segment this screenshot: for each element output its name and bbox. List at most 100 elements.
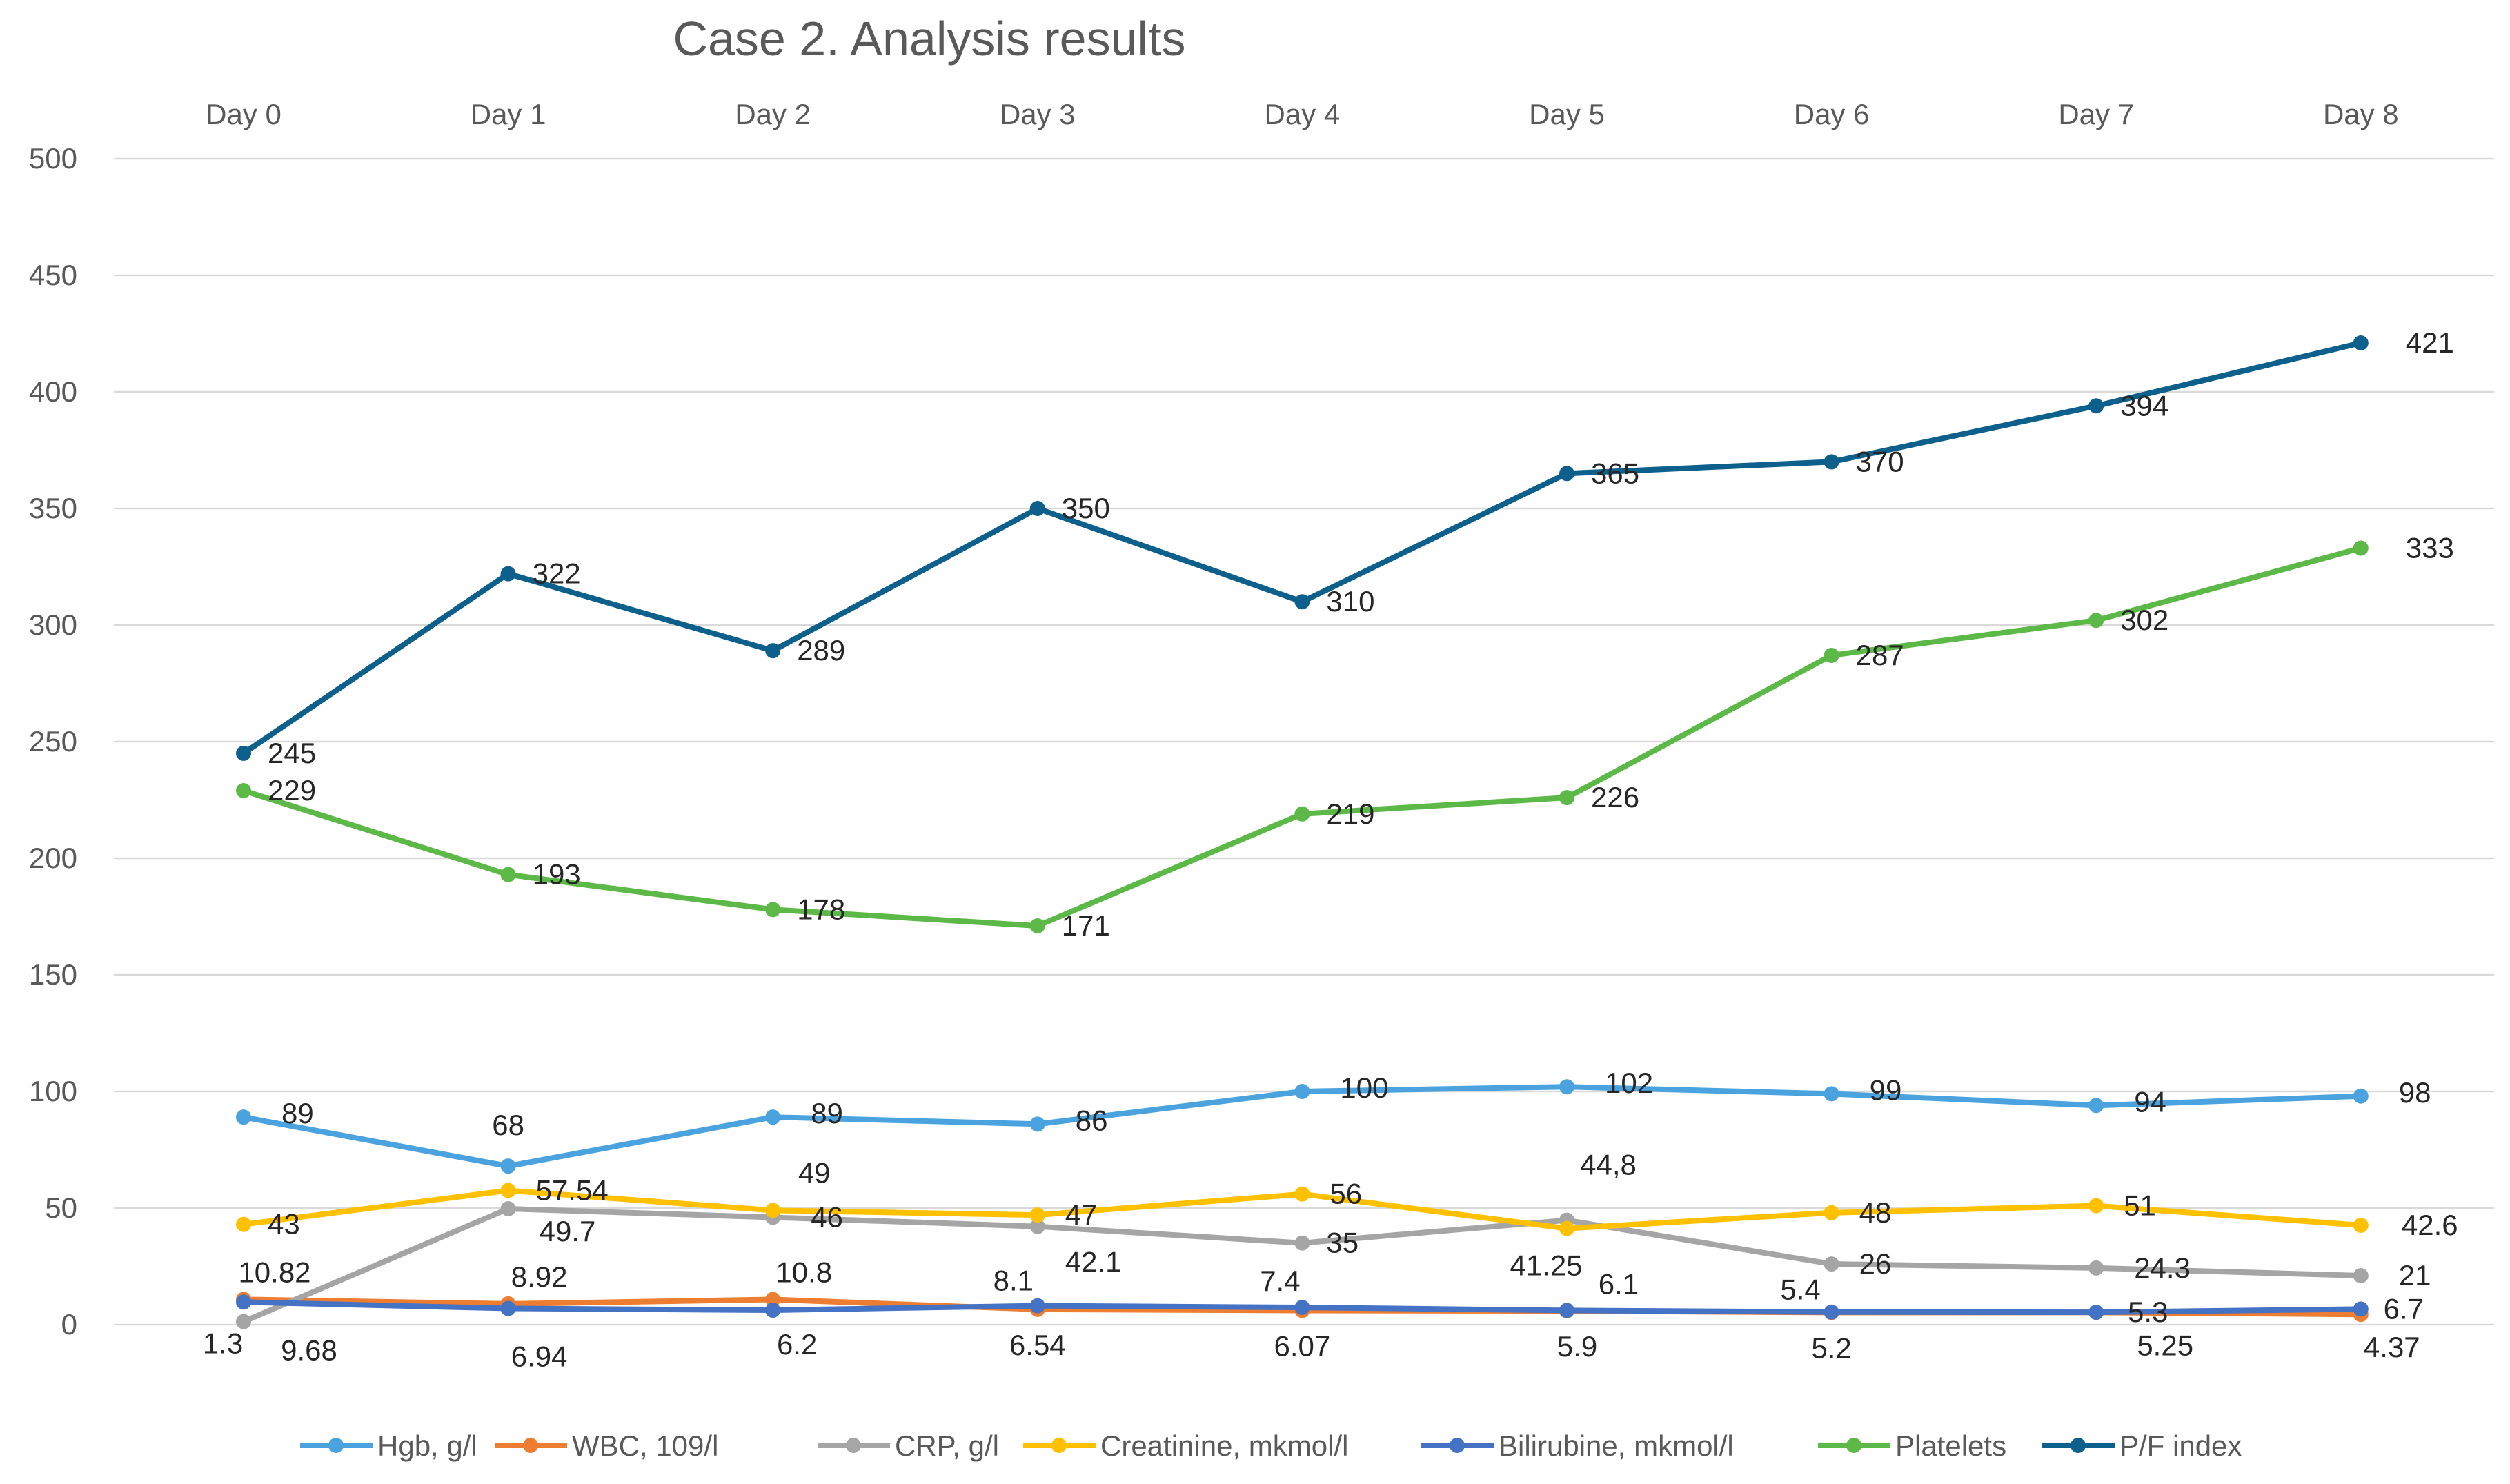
data-label: 370 [1856, 445, 1904, 477]
legend-label: CRP, g/l [895, 1429, 999, 1462]
data-label: 9.68 [281, 1334, 337, 1366]
series-lines [236, 335, 2369, 1329]
data-label: 51 [2124, 1189, 2156, 1222]
data-point [1029, 1218, 1045, 1234]
data-label: 289 [797, 634, 845, 666]
data-label: 421 [2406, 326, 2454, 359]
x-tick-label: Day 7 [2058, 98, 2134, 130]
data-label: 6.94 [511, 1340, 568, 1373]
data-point [1029, 1116, 1045, 1132]
series-2 [236, 1201, 2369, 1329]
data-label: 94 [2134, 1085, 2166, 1118]
data-point [765, 1292, 781, 1307]
data-labels: 89 68 89 86 100 102 99 94 98 10.82 8.92 10.8 6.54 6.0… [203, 326, 2458, 1373]
data-label: 229 [268, 774, 316, 807]
legend-marker [523, 1438, 538, 1453]
x-tick-label: Day 1 [471, 98, 546, 130]
legend-marker [846, 1438, 861, 1453]
data-label: 4.37 [2364, 1331, 2420, 1363]
data-label: 10.8 [775, 1256, 832, 1288]
data-point [500, 1300, 516, 1316]
data-point [1294, 594, 1310, 610]
data-point [2353, 335, 2369, 351]
data-label: 310 [1326, 585, 1374, 617]
series-6 [236, 335, 2369, 761]
data-label: 89 [281, 1097, 314, 1129]
legend-item: Platelets [1818, 1429, 2006, 1462]
data-point [1029, 501, 1045, 516]
data-label: 226 [1591, 781, 1639, 813]
data-label: 394 [2120, 389, 2168, 422]
data-label: 1.3 [203, 1327, 243, 1360]
y-tick-label: 450 [29, 259, 77, 291]
y-tick-label: 500 [29, 142, 77, 175]
data-point [1294, 1235, 1310, 1251]
data-point [236, 782, 251, 798]
data-point [500, 1201, 516, 1217]
legend-marker [1051, 1438, 1067, 1453]
data-label: 5.25 [2137, 1329, 2193, 1361]
data-label: 322 [533, 557, 581, 590]
legend-item: Hgb, g/l [300, 1429, 477, 1462]
data-point [2088, 398, 2104, 414]
data-label: 48 [1859, 1196, 1892, 1229]
data-label: 219 [1326, 798, 1374, 830]
data-label: 44,8 [1580, 1149, 1637, 1181]
x-tick-label: Day 6 [1794, 98, 1870, 130]
data-point [2088, 1198, 2104, 1214]
legend-marker [2071, 1438, 2086, 1453]
data-label: 49 [798, 1156, 831, 1189]
data-label: 6.2 [777, 1328, 817, 1361]
x-tick-label: Day 0 [206, 98, 281, 130]
chart-title: Case 2. Analysis results [673, 12, 1185, 66]
data-point [1824, 1086, 1839, 1102]
data-label: 5.9 [1557, 1330, 1597, 1363]
data-label: 41.25 [1510, 1249, 1582, 1282]
x-tick-label: Day 2 [735, 98, 811, 130]
legend-label: WBC, 109/l [572, 1429, 718, 1462]
data-label: 43 [268, 1208, 300, 1240]
x-tick-label: Day 8 [2323, 98, 2399, 130]
data-point [500, 1183, 516, 1198]
data-label: 24.3 [2134, 1251, 2191, 1284]
data-label: 49.7 [540, 1215, 596, 1247]
series-0 [236, 1079, 2369, 1174]
legend-item: P/F index [2042, 1429, 2242, 1462]
data-point [2088, 1098, 2104, 1114]
data-point [765, 1303, 781, 1318]
data-point [1824, 1256, 1839, 1272]
y-tick-label: 150 [29, 958, 77, 991]
data-label: 5.4 [1780, 1274, 1820, 1306]
y-tick-label: 400 [29, 375, 77, 408]
legend-marker [1846, 1438, 1861, 1453]
data-label: 100 [1340, 1071, 1388, 1104]
data-label: 21 [2399, 1259, 2431, 1292]
data-label: 5.3 [2128, 1296, 2168, 1328]
data-point [2353, 1301, 2369, 1317]
data-label: 171 [1062, 909, 1110, 942]
data-point [1294, 1299, 1310, 1315]
data-point [2353, 1218, 2369, 1234]
data-point [1559, 790, 1574, 806]
data-point [765, 1203, 781, 1218]
y-tick-label: 250 [29, 725, 77, 758]
legend-item: CRP, g/l [818, 1429, 999, 1462]
data-point [765, 902, 781, 918]
series-3 [236, 1183, 2369, 1236]
series-5 [236, 540, 2369, 934]
data-point [1559, 466, 1574, 482]
y-tick-label: 300 [29, 609, 77, 641]
data-point [1824, 1205, 1839, 1220]
data-label: 350 [1062, 492, 1110, 524]
data-point [1029, 1298, 1045, 1314]
data-point [236, 1109, 251, 1125]
legend-label: Platelets [1895, 1429, 2006, 1462]
data-point [2088, 1305, 2104, 1320]
data-label: 302 [2120, 604, 2168, 636]
series-line [241, 340, 2364, 756]
data-label: 6.1 [1599, 1267, 1639, 1300]
data-label: 245 [268, 737, 316, 769]
data-point [500, 1158, 516, 1174]
data-point [236, 745, 251, 761]
